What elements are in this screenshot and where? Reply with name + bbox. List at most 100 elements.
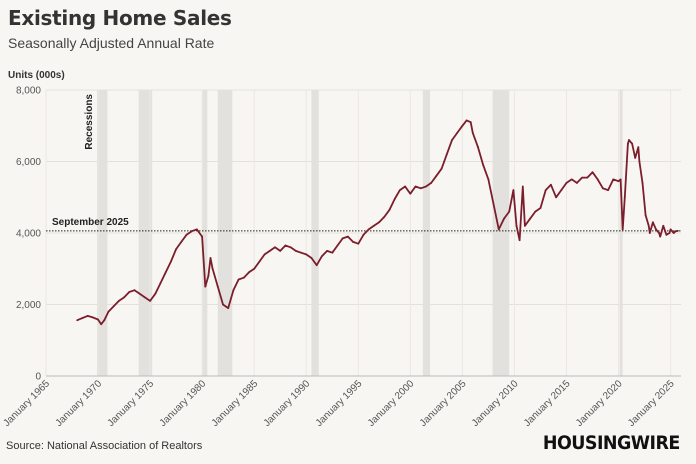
x-tick-label: January 2015: [522, 378, 573, 429]
y-tick-label: 6,000: [16, 157, 41, 168]
data-point: [560, 189, 563, 192]
y-tick-label: 0: [35, 372, 41, 383]
data-point: [665, 233, 668, 236]
data-point: [669, 228, 672, 231]
series-group: [76, 119, 679, 326]
data-point: [362, 233, 365, 236]
data-point: [154, 292, 157, 295]
data-point: [515, 224, 518, 227]
data-point: [482, 164, 485, 166]
data-point: [86, 315, 89, 317]
data-point: [647, 224, 650, 227]
data-point: [469, 121, 472, 124]
y-tick-label: 2,000: [16, 300, 41, 311]
data-point: [641, 182, 644, 184]
data-point: [76, 319, 79, 322]
data-point: [117, 300, 120, 302]
data-point: [357, 242, 360, 245]
data-point: [81, 317, 84, 319]
data-point: [521, 185, 524, 188]
data-point: [591, 171, 594, 174]
data-point: [404, 185, 407, 188]
data-point: [534, 210, 537, 213]
data-point: [222, 303, 224, 306]
data-point: [378, 221, 381, 224]
data-point: [300, 251, 302, 254]
data-point: [388, 208, 391, 211]
data-point: [373, 224, 375, 227]
data-point: [503, 217, 505, 220]
data-point: [581, 176, 584, 179]
data-point: [383, 216, 386, 218]
data-point: [414, 185, 417, 188]
data-point: [435, 174, 438, 177]
x-tick-label: January 1980: [158, 378, 209, 429]
data-point: [352, 241, 354, 243]
data-point: [508, 210, 511, 213]
data-point: [655, 228, 657, 231]
data-point: [451, 139, 453, 141]
data-point: [294, 249, 297, 252]
data-point: [638, 160, 641, 163]
data-point: [258, 260, 261, 263]
data-point: [367, 228, 370, 231]
data-point: [248, 271, 250, 274]
data-point: [623, 196, 626, 199]
data-point: [341, 237, 344, 240]
data-point: [346, 235, 349, 238]
data-point: [393, 198, 396, 200]
data-point: [310, 257, 313, 259]
data-point: [612, 178, 615, 181]
x-tick-label: January 2000: [366, 378, 417, 429]
data-point: [621, 228, 624, 231]
brand-logo: HOUSINGWIRE: [543, 432, 680, 454]
x-tick-label: January 2005: [418, 378, 469, 429]
data-point: [430, 182, 433, 184]
data-point: [237, 278, 240, 281]
data-point: [320, 255, 323, 258]
chart-subtitle: Seasonally Adjusted Annual Rate: [8, 35, 215, 51]
data-point: [209, 257, 212, 259]
data-point: [648, 232, 651, 234]
gridlines: [45, 89, 681, 377]
data-point: [207, 275, 210, 277]
data-point: [555, 196, 557, 199]
data-point: [586, 176, 589, 179]
data-point: [112, 305, 115, 308]
data-point: [631, 142, 633, 145]
data-point: [336, 244, 339, 247]
data-point: [164, 271, 167, 274]
data-point: [123, 296, 125, 299]
x-tick-label: January 1970: [54, 378, 105, 429]
x-tick-label: January 1995: [314, 378, 365, 429]
chart-title: Existing Home Sales: [8, 6, 232, 30]
data-point: [570, 178, 573, 181]
data-point: [263, 253, 266, 256]
data-point: [279, 249, 282, 252]
data-point: [651, 221, 654, 224]
data-point: [242, 276, 245, 279]
data-point: [91, 316, 94, 319]
data-point: [190, 230, 193, 233]
x-tick-label: January 1965: [1, 378, 52, 429]
data-point: [465, 119, 468, 122]
data-point: [539, 207, 542, 209]
data-point: [175, 248, 178, 250]
source-note: Source: National Association of Realtors: [6, 440, 203, 452]
data-point: [100, 323, 103, 326]
data-point: [617, 180, 620, 183]
data-point: [103, 319, 106, 322]
data-point: [331, 251, 334, 254]
data-point: [138, 292, 141, 295]
data-point: [128, 291, 131, 293]
data-point: [253, 267, 256, 270]
data-point: [672, 232, 675, 234]
y-tick-label: 4,000: [16, 229, 41, 240]
data-point: [201, 235, 204, 238]
data-point: [565, 182, 568, 184]
data-point: [315, 264, 318, 267]
y-axis-label: Units (000s): [8, 70, 65, 81]
data-point: [492, 203, 495, 206]
data-point: [549, 183, 552, 186]
data-point: [523, 224, 526, 227]
